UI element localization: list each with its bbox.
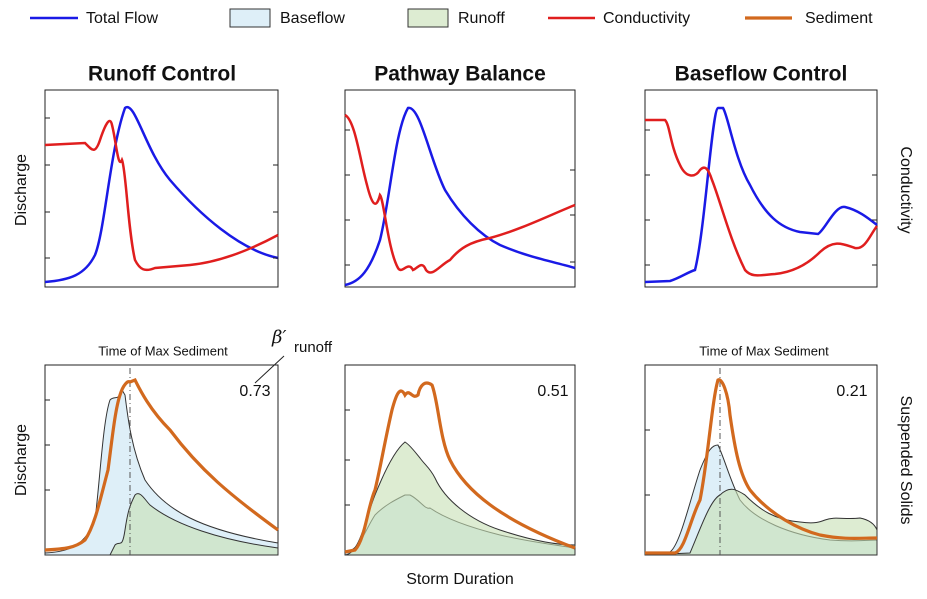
- legend-label: Baseflow: [280, 10, 345, 27]
- runoff: [109, 493, 279, 556]
- conductivity: [44, 119, 279, 272]
- sediment: [44, 377, 279, 552]
- total-flow: [644, 106, 878, 284]
- x-label: Storm Duration: [406, 571, 514, 588]
- frame: [644, 89, 878, 288]
- frame: [44, 89, 279, 288]
- panel-title: Runoff Control: [88, 63, 236, 86]
- total-flow: [344, 106, 576, 287]
- legend-label: Runoff: [458, 10, 505, 27]
- legend-label: Total Flow: [86, 10, 158, 27]
- y-label: Discharge: [13, 424, 30, 496]
- panel-title: Baseflow Control: [675, 63, 848, 86]
- top-panel: [344, 89, 576, 288]
- total-flow: [44, 105, 279, 284]
- beta-value: 0.73: [239, 383, 270, 400]
- tick-marks: [45, 117, 877, 506]
- bottom-panel: 0.51: [344, 364, 576, 556]
- runoff: [344, 441, 576, 556]
- right-label: Suspended Solids: [897, 396, 914, 525]
- sediment: [645, 378, 878, 555]
- panel-title: Pathway Balance: [374, 63, 546, 86]
- beta-value: 0.51: [537, 383, 568, 400]
- conductivity: [344, 113, 576, 274]
- frame: [344, 89, 576, 288]
- ticks: [45, 117, 877, 506]
- runoff: [644, 488, 878, 556]
- bottom-panel: 0.73: [44, 364, 279, 556]
- leader-line: [254, 355, 285, 384]
- beta-symbol: β′: [271, 327, 287, 348]
- annotation: Time of Max Sediment: [699, 343, 829, 358]
- sediment: [344, 381, 576, 554]
- annotation: Time of Max Sediment: [98, 343, 228, 358]
- right-label: Conductivity: [897, 146, 914, 233]
- legend-label: Sediment: [805, 10, 873, 27]
- beta-sub: runoff: [294, 339, 333, 356]
- y-label: Discharge: [13, 154, 30, 226]
- beta-value: 0.21: [836, 383, 867, 400]
- top-panel: [644, 89, 879, 288]
- legend-label: Conductivity: [603, 10, 690, 27]
- legend-box: [229, 8, 271, 28]
- legend-box: [407, 8, 449, 28]
- top-panel: [44, 89, 279, 288]
- bottom-panel: 0.21: [644, 364, 878, 556]
- conductivity: [645, 118, 879, 277]
